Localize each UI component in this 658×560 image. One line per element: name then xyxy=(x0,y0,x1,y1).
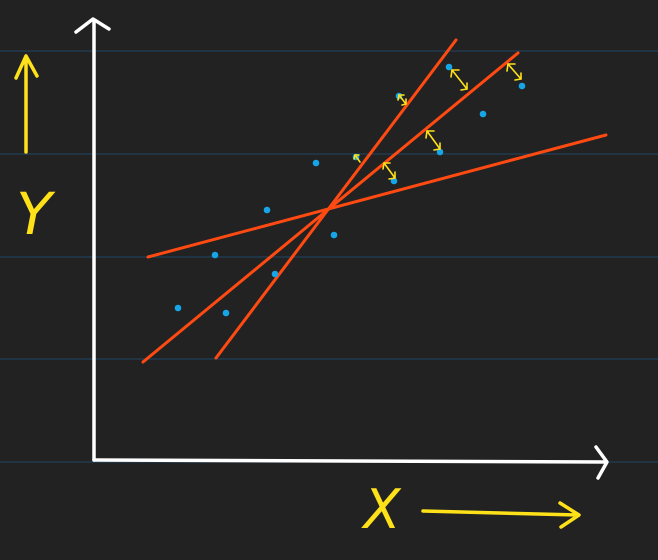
y-axis-arrowhead xyxy=(74,17,111,34)
up-arrow xyxy=(14,54,39,154)
data-point xyxy=(479,110,487,118)
data-point xyxy=(445,63,453,71)
regression-lines xyxy=(141,38,608,364)
residual-arrow xyxy=(450,69,468,91)
x-axis-label: X xyxy=(361,478,402,541)
x-axis-line xyxy=(92,458,608,464)
data-point xyxy=(174,304,182,312)
data-point xyxy=(518,82,526,90)
data-point xyxy=(312,159,320,167)
ruled-lines xyxy=(0,50,658,463)
regression-line-flat xyxy=(146,133,608,259)
data-point xyxy=(436,148,444,156)
data-point xyxy=(211,251,219,259)
data-point xyxy=(271,270,279,278)
data-point xyxy=(390,177,398,185)
residual-arrow xyxy=(382,162,396,180)
residual-arrows xyxy=(353,63,522,180)
residual-arrow xyxy=(425,130,441,151)
right-arrow xyxy=(421,501,581,529)
regression-line-steep xyxy=(214,38,458,360)
axes xyxy=(74,17,609,480)
data-point xyxy=(263,206,271,214)
y-axis-label: Y xyxy=(16,180,56,248)
x-axis-arrowhead xyxy=(594,445,609,480)
residual-arrow xyxy=(353,154,361,163)
x-axis-annotation: X xyxy=(361,478,581,541)
residual-arrow xyxy=(506,63,522,81)
data-point xyxy=(330,231,338,239)
data-points xyxy=(174,63,526,317)
residual-arrow xyxy=(397,94,407,106)
data-point xyxy=(222,309,230,317)
y-axis-annotation: Y xyxy=(14,54,56,248)
